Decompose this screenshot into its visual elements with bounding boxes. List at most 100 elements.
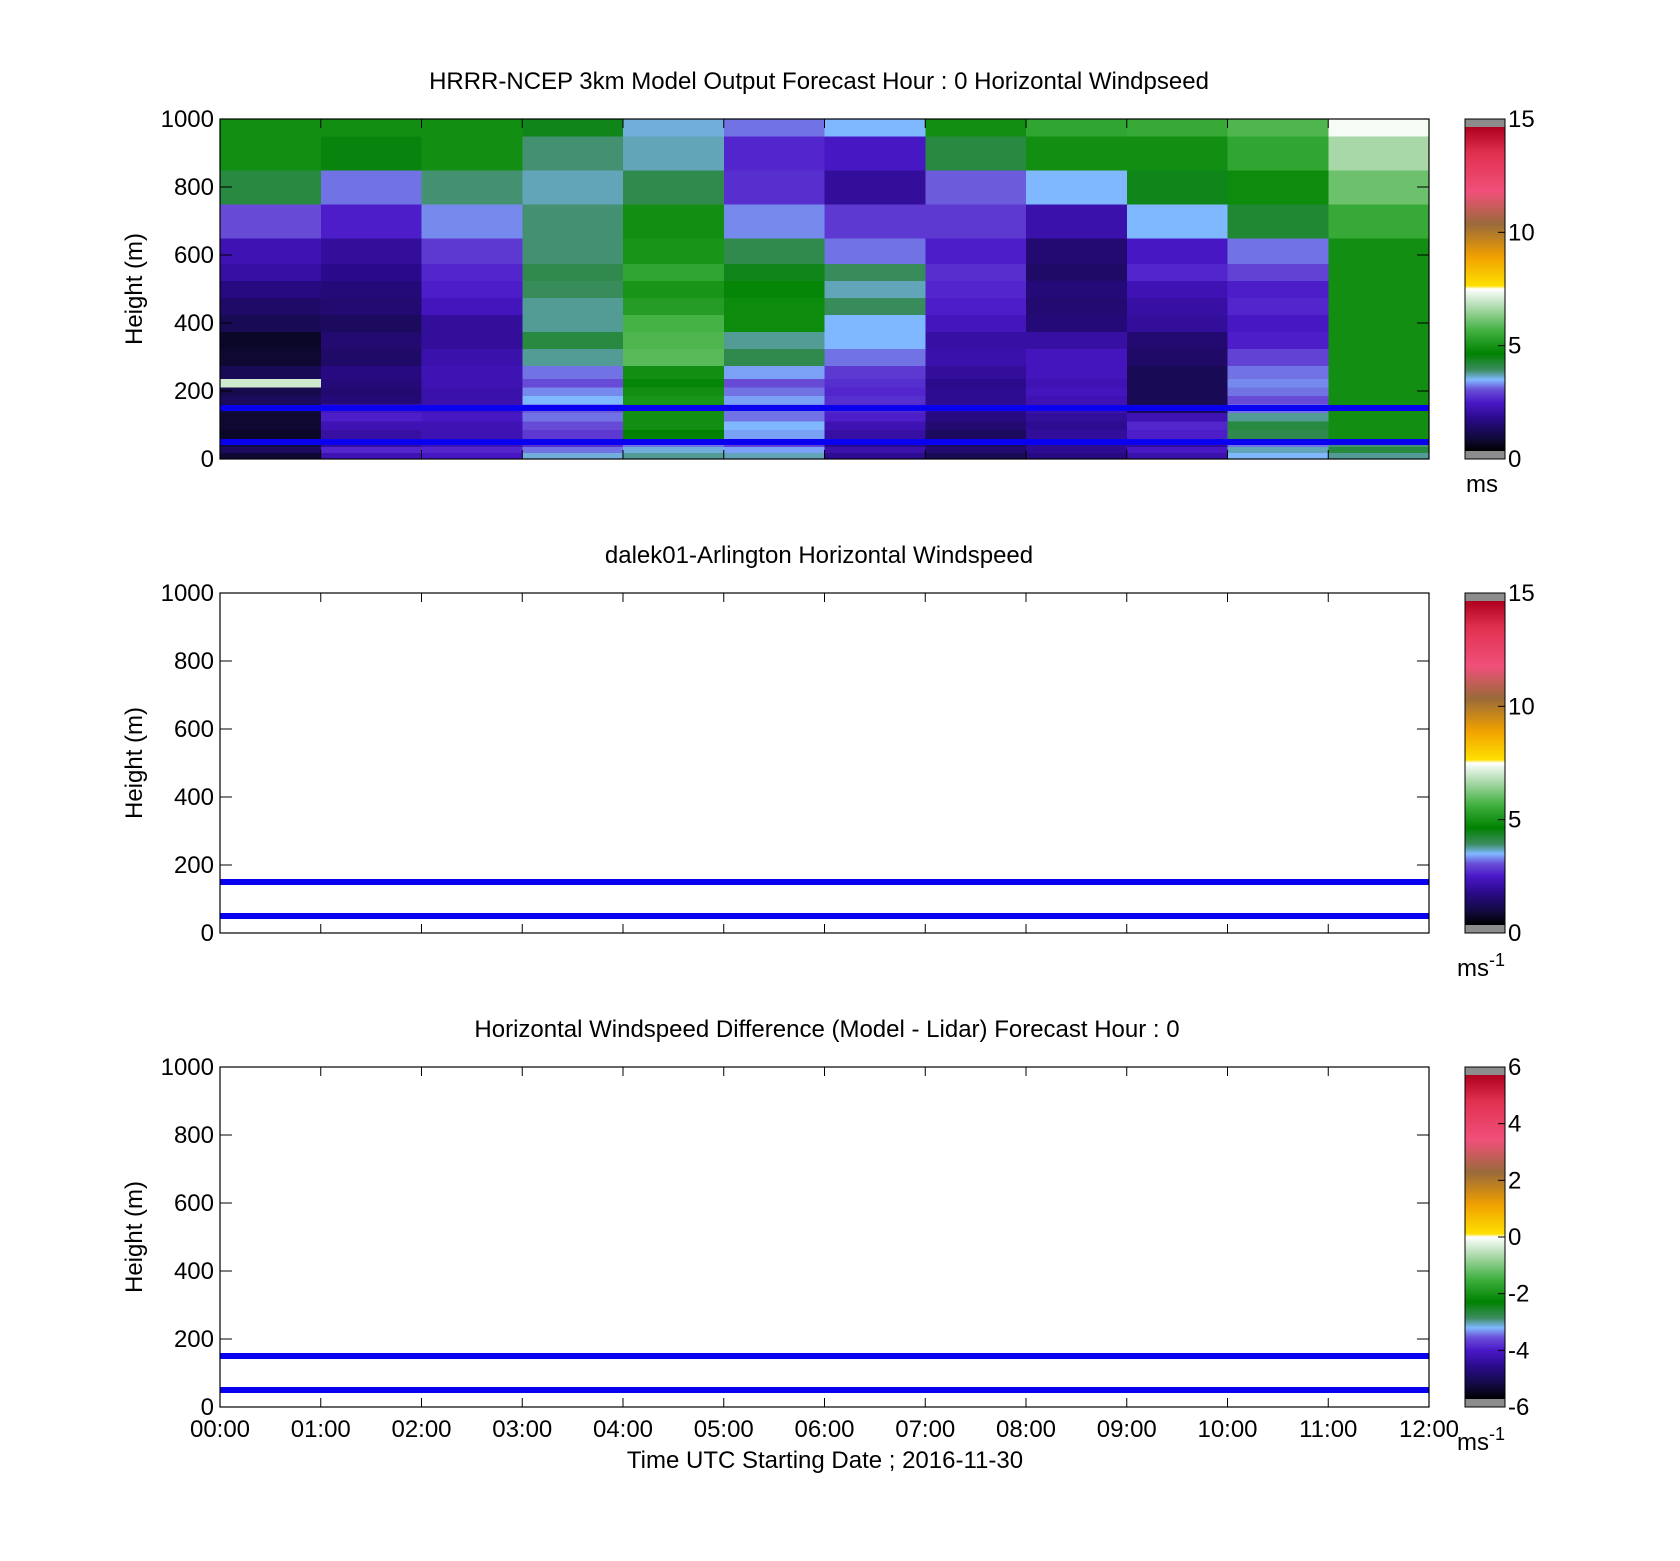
panel-difference: Horizontal Windspeed Difference (Model -… bbox=[121, 1016, 1529, 1474]
heatmap-cell bbox=[522, 452, 624, 460]
heatmap-cell bbox=[1227, 314, 1329, 333]
colorbar-tick-label: 10 bbox=[1508, 693, 1535, 720]
heatmap-cell bbox=[421, 263, 523, 282]
heatmap-cell bbox=[1126, 119, 1229, 137]
heatmap-cell bbox=[1227, 136, 1329, 171]
heatmap-cell bbox=[723, 238, 826, 265]
heatmap-cell bbox=[522, 365, 624, 379]
heatmap-cell bbox=[1026, 365, 1128, 379]
heatmap-cell bbox=[1328, 119, 1430, 137]
heatmap-cell bbox=[1227, 365, 1329, 379]
colorbar-tick-label: -6 bbox=[1508, 1394, 1529, 1421]
heatmap-cell bbox=[522, 297, 624, 316]
heatmap-cell bbox=[421, 297, 523, 316]
heatmap-cell bbox=[925, 446, 1027, 453]
heatmap-cell bbox=[1126, 365, 1229, 379]
heatmap-cell bbox=[522, 314, 624, 333]
heatmap-cell bbox=[623, 204, 725, 239]
y-axis-label: Height (m) bbox=[121, 233, 148, 345]
heatmap-cell bbox=[824, 263, 926, 282]
heatmap-cell bbox=[421, 395, 523, 405]
colorbar-unit: ms bbox=[1457, 955, 1489, 982]
heatmap-cell bbox=[421, 412, 523, 422]
colorbar-unit-sup: -1 bbox=[1489, 1424, 1505, 1444]
x-tick-label: 04:00 bbox=[593, 1416, 653, 1443]
colorbar-tick-label: 4 bbox=[1508, 1111, 1521, 1138]
heatmap-cell bbox=[824, 429, 926, 440]
colorbar-tick-label: 6 bbox=[1508, 1054, 1521, 1081]
heatmap-cell bbox=[824, 420, 926, 430]
heatmap-cell bbox=[220, 170, 322, 205]
heatmap-cell bbox=[1227, 420, 1329, 430]
heatmap-cell bbox=[723, 263, 826, 282]
heatmap-cell bbox=[623, 280, 725, 299]
heatmap-cell bbox=[220, 348, 322, 367]
heatmap-cell bbox=[824, 378, 926, 388]
heatmap-cell bbox=[522, 204, 624, 239]
heatmap-cell bbox=[723, 420, 826, 430]
heatmap-cell bbox=[1227, 386, 1329, 396]
heatmap-cell bbox=[723, 314, 826, 333]
heatmap-cell bbox=[723, 412, 826, 422]
heatmap-cell bbox=[1328, 386, 1430, 396]
heatmap-cell bbox=[723, 378, 826, 388]
heatmap-cell bbox=[824, 412, 926, 422]
heatmap-cell bbox=[421, 204, 523, 239]
heatmap-cell bbox=[824, 280, 926, 299]
heatmap-cell bbox=[220, 446, 322, 453]
heatmap-cell bbox=[723, 452, 826, 460]
colorbar-unit-label: ms-1 bbox=[1457, 950, 1505, 982]
heatmap-cell bbox=[1126, 348, 1229, 367]
panel-title: HRRR-NCEP 3km Model Output Forecast Hour… bbox=[429, 68, 1209, 95]
colorbar-unit-sup: -1 bbox=[1489, 950, 1505, 970]
heatmap-cell bbox=[1026, 170, 1128, 205]
y-tick-label: 0 bbox=[201, 920, 214, 947]
heatmap-cell bbox=[522, 412, 624, 422]
heatmap-cell bbox=[1328, 297, 1430, 316]
heatmap-cell bbox=[220, 119, 322, 137]
heatmap-cell bbox=[1328, 395, 1430, 405]
heatmap-cell bbox=[925, 238, 1027, 265]
heatmap-cell bbox=[925, 297, 1027, 316]
heatmap-cell bbox=[623, 365, 725, 379]
heatmap-cell bbox=[421, 119, 523, 137]
panel-title: dalek01-Arlington Horizontal Windspeed bbox=[605, 542, 1033, 569]
heatmap-cell bbox=[320, 136, 423, 171]
heatmap-cell bbox=[723, 429, 826, 440]
heatmap-cell bbox=[522, 420, 624, 430]
colorbar-ticks: 0 5 10 15 bbox=[1498, 580, 1535, 947]
heatmap-cell bbox=[925, 170, 1027, 205]
heatmap-cell bbox=[623, 314, 725, 333]
heatmap-cell bbox=[1328, 348, 1430, 367]
colorbar-cap-top bbox=[1465, 593, 1505, 601]
heatmap-cell bbox=[320, 238, 423, 265]
heatmap-cell bbox=[723, 348, 826, 367]
heatmap-cell bbox=[522, 429, 624, 440]
heatmap-cell bbox=[623, 378, 725, 388]
heatmap-cell bbox=[320, 119, 423, 137]
heatmap-cell bbox=[723, 297, 826, 316]
heatmap-cell bbox=[220, 452, 322, 460]
heatmap-cell bbox=[925, 420, 1027, 430]
x-axis-ticks: 00:00 01:00 02:00 03:00 04:00 05:00 06:00 07:00… bbox=[190, 1067, 1459, 1443]
colorbar-gradient bbox=[1465, 127, 1505, 451]
heatmap-cell bbox=[1227, 263, 1329, 282]
heatmap-cell bbox=[1026, 446, 1128, 453]
x-axis-ticks bbox=[219, 593, 1430, 933]
heatmap-cell bbox=[623, 297, 725, 316]
heatmap-cell bbox=[925, 263, 1027, 282]
x-tick-label: 01:00 bbox=[291, 1416, 351, 1443]
heatmap-cell bbox=[1026, 263, 1128, 282]
colorbar-cap-top bbox=[1465, 1067, 1505, 1075]
heatmap-cell bbox=[421, 136, 523, 171]
heatmap-cell bbox=[623, 386, 725, 396]
heatmap-cell bbox=[824, 297, 926, 316]
heatmap-cell bbox=[925, 395, 1027, 405]
heatmap-cell bbox=[320, 348, 423, 367]
heatmap-cell bbox=[1126, 238, 1229, 265]
heatmap-cell bbox=[623, 136, 725, 171]
colorbar-cap-top bbox=[1465, 119, 1505, 127]
heatmap-cell bbox=[220, 331, 322, 350]
heatmap-cell bbox=[320, 420, 423, 430]
